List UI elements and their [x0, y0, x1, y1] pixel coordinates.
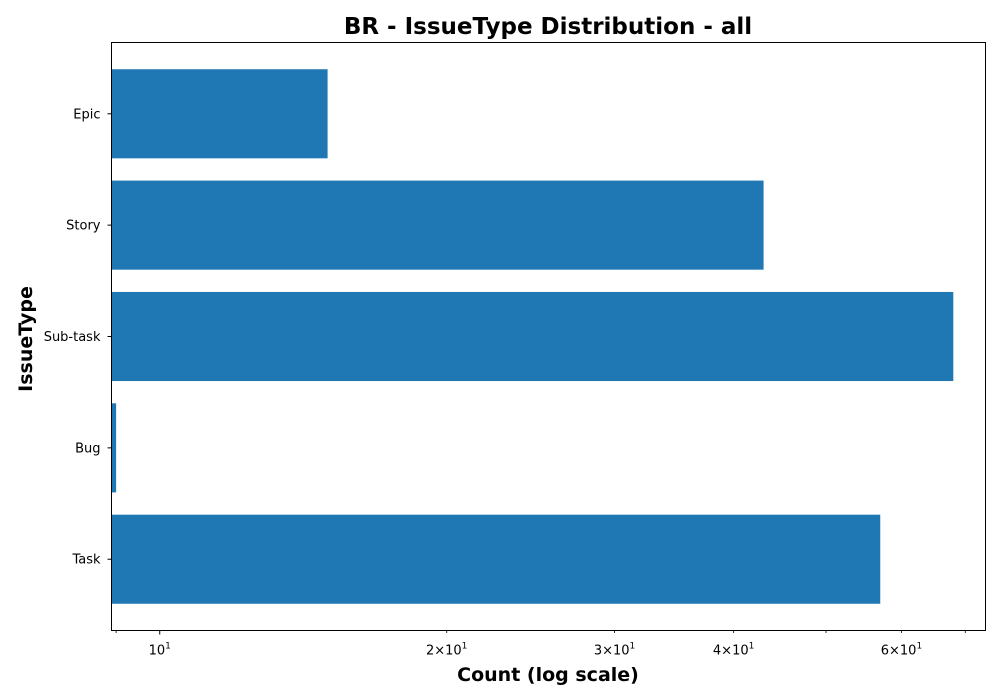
y-ticks-group: Epic Story Sub-task Bug Task	[44, 107, 112, 568]
bar-sub-task	[111, 291, 954, 382]
x-ticks-group: 101 2×101 3×101 4×101 6×101	[115, 630, 966, 659]
x-tick-label-base: 4×10	[713, 644, 749, 659]
y-axis-label: IssueType	[15, 286, 37, 392]
y-tick-label: Story	[66, 219, 101, 234]
x-tick-label: 2×101	[426, 642, 467, 659]
bars-group	[111, 69, 954, 604]
chart-title: BR - IssueType Distribution - all	[344, 14, 752, 40]
x-tick-label-base: 2×10	[426, 644, 462, 659]
x-tick-label: 101	[149, 642, 171, 659]
x-tick-label-base: 10	[149, 644, 166, 659]
x-tick-label-exponent: 1	[462, 642, 468, 652]
x-tick-label-base: 3×10	[594, 644, 630, 659]
x-axis-label: Count (log scale)	[457, 664, 639, 686]
x-tick-label: 4×101	[713, 642, 754, 659]
x-tick-label-exponent: 1	[916, 642, 922, 652]
y-tick-label: Sub-task	[44, 330, 101, 345]
y-tick-label: Task	[71, 553, 101, 568]
y-tick-label: Bug	[75, 441, 100, 456]
x-tick-label-base: 6×10	[881, 644, 917, 659]
bar-task	[111, 514, 881, 604]
bar-story	[111, 180, 764, 270]
x-tick-label-exponent: 1	[630, 642, 636, 652]
y-tick-label: Epic	[73, 107, 100, 122]
x-tick-label: 6×101	[881, 642, 922, 659]
plot-frame	[111, 42, 986, 631]
x-tick-label: 3×101	[594, 642, 635, 659]
x-tick-label-exponent: 1	[749, 642, 755, 652]
bar-bug	[111, 403, 117, 493]
x-tick-label-exponent: 1	[165, 642, 171, 652]
bar-epic	[111, 69, 328, 159]
